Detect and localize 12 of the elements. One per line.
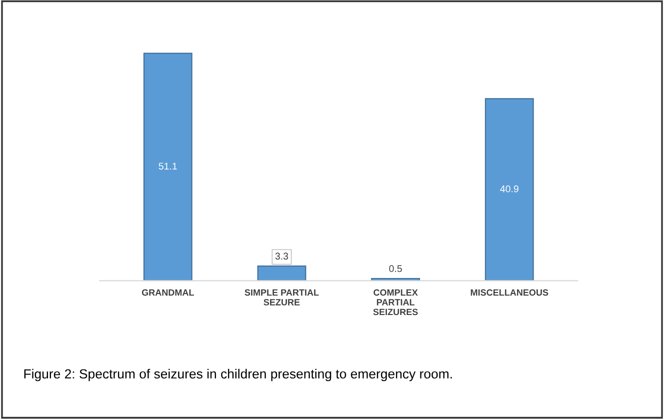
data-label: 3.3: [275, 252, 288, 260]
x-tick-label: MISCELLANEOUS: [470, 289, 548, 296]
bar: [143, 52, 192, 281]
x-tick-label: COMPLEX PARTIAL SEIZURES: [373, 289, 418, 316]
x-tick-label: SIMPLE PARTIAL SEZURE: [244, 289, 319, 306]
data-label: 0.5: [389, 265, 402, 272]
bar: [257, 265, 306, 281]
bar: [484, 98, 534, 281]
caption: Figure 2: Spectrum of seizures in children presenting to emergency room.: [24, 368, 452, 382]
x-tick-label: GRANDMAL: [142, 289, 194, 296]
data-label: 40.9: [500, 185, 518, 192]
data-label: 51.1: [158, 162, 177, 170]
